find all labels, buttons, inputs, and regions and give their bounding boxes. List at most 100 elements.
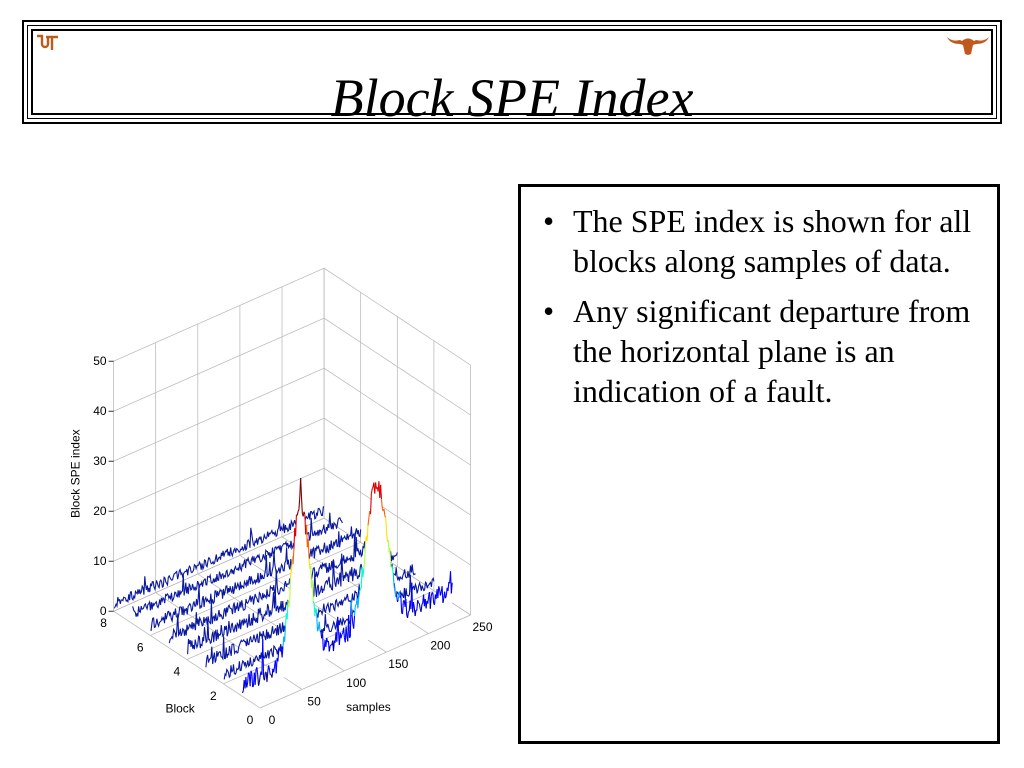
y-tick-label: 2 <box>210 689 217 703</box>
series-segment <box>275 658 278 674</box>
series-segment <box>266 671 269 682</box>
series-segment <box>441 586 444 604</box>
series-segment <box>312 601 315 605</box>
series-segment <box>414 610 417 617</box>
series-segment <box>362 568 365 578</box>
series-segment <box>316 628 319 632</box>
y-tick-label: 6 <box>137 640 144 654</box>
series-line <box>113 506 325 609</box>
wall-gridline <box>113 417 325 512</box>
y-tick-label: 4 <box>173 665 180 679</box>
series-segment <box>297 509 300 512</box>
series-segment <box>450 582 453 594</box>
floor-gridline <box>150 542 361 636</box>
series-segment <box>420 604 423 612</box>
x-tick-label: 100 <box>346 676 366 690</box>
series-segment <box>340 634 343 639</box>
series-segment <box>296 511 299 516</box>
z-tick-label: 20 <box>93 504 107 518</box>
series-segment <box>369 493 372 515</box>
series-segment <box>262 639 265 678</box>
series-segment <box>250 670 253 674</box>
title-frame: Block SPE Index <box>22 20 1002 128</box>
series-segment <box>370 488 373 494</box>
series-segment <box>289 576 292 601</box>
series-segment <box>256 667 259 675</box>
series-segment <box>384 515 387 518</box>
series-segment <box>268 670 271 675</box>
x-tick-label: 0 <box>269 713 276 726</box>
series-segment <box>353 615 356 629</box>
y-tick-label: 8 <box>100 616 107 630</box>
series-segment <box>375 482 377 489</box>
series-segment <box>289 570 292 577</box>
bullet-text: The SPE index is shown for all blocks al… <box>573 203 972 279</box>
series-segment <box>316 612 319 632</box>
x-tick-label: 250 <box>472 620 492 634</box>
series-block-7 <box>132 512 343 617</box>
wall-gridline <box>113 367 325 462</box>
series-segment <box>391 567 394 575</box>
series-segment <box>252 685 254 688</box>
series-segment <box>288 600 291 608</box>
series-fill <box>241 478 453 696</box>
series-segment <box>249 670 252 687</box>
series-segment <box>248 672 250 674</box>
series-segment <box>251 673 254 688</box>
series-segment <box>303 511 306 515</box>
spe-index-3d-chart: 0 10 20 30 40 50 0 50 100 150 200 250 0 2 4 6 8 Block SP… <box>69 267 493 726</box>
series-segment <box>412 602 415 608</box>
series-segment <box>254 669 257 685</box>
series-segment <box>401 601 404 614</box>
series-segment <box>319 630 322 632</box>
series-segment <box>300 478 303 497</box>
series-segment <box>383 508 386 516</box>
series-segment <box>371 486 374 490</box>
series-segment <box>367 518 370 526</box>
z-axis-label: Block SPE index <box>69 429 83 518</box>
series-segment <box>405 598 408 616</box>
series-segment <box>400 595 403 613</box>
series-segment <box>439 591 442 596</box>
series-segment <box>247 672 249 683</box>
wall-gridline <box>323 467 471 566</box>
wall-gridline <box>113 467 325 562</box>
floor-gridline <box>259 614 471 709</box>
x-tick-label: 50 <box>307 694 321 708</box>
series-segment <box>358 591 361 598</box>
series-segment <box>321 633 324 651</box>
series-segment <box>392 574 395 587</box>
series-segment <box>263 672 266 681</box>
series-segment <box>343 627 345 638</box>
bullet-text-box: • The SPE index is shown for all blocks a… <box>518 184 1000 744</box>
bullet-item: • The SPE index is shown for all blocks a… <box>543 203 972 279</box>
series-segment <box>281 647 284 658</box>
series-segment <box>332 640 335 652</box>
series-segment <box>315 608 318 614</box>
series-segment <box>437 586 440 599</box>
slide-title: Block SPE Index <box>330 68 694 128</box>
wall-gridline <box>323 317 471 416</box>
x-axis-label: samples <box>346 700 391 714</box>
series-segment <box>363 561 366 569</box>
series-segment <box>328 646 331 652</box>
series-segment <box>393 586 396 592</box>
bullet-list: • The SPE index is shown for all blocks a… <box>521 187 997 411</box>
series-segment <box>300 496 303 514</box>
series-segment <box>322 649 325 651</box>
series-segment <box>286 601 289 620</box>
series-segment <box>341 632 344 635</box>
series-segment <box>418 603 421 609</box>
series-segment <box>351 614 354 625</box>
bullet-text: Any significant departure from the horiz… <box>573 293 971 409</box>
series-segment <box>284 626 287 642</box>
series-segment <box>438 586 441 590</box>
ut-logo-icon <box>37 34 58 50</box>
series-segment <box>421 602 424 605</box>
chart-tick-labels: 0 10 20 30 40 50 0 50 100 150 200 250 0 2 4 6 8 <box>93 354 493 726</box>
series-segment <box>417 600 420 604</box>
series-block-5 <box>168 529 380 644</box>
series-segment <box>311 580 314 602</box>
wall-gridline <box>323 417 471 516</box>
z-tick-label: 0 <box>100 604 107 618</box>
